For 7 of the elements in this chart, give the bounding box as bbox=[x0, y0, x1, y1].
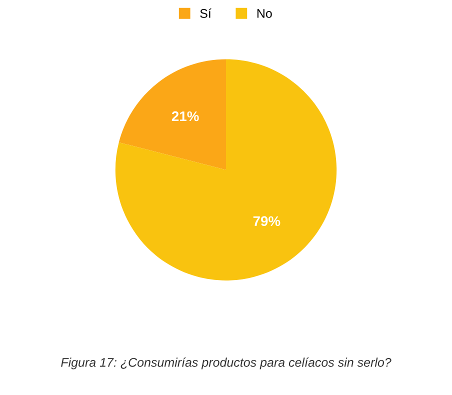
legend-label: No bbox=[257, 9, 272, 18]
data-label: 21% bbox=[172, 111, 199, 122]
text: Figura 17: ¿Consumirías productos para celíacos sin serlo? bbox=[61, 358, 392, 370]
pie-slice bbox=[118, 59, 226, 170]
pie-slice bbox=[115, 59, 337, 280]
data-label: 79% bbox=[253, 216, 280, 226]
legend-label: Sí bbox=[200, 8, 212, 18]
